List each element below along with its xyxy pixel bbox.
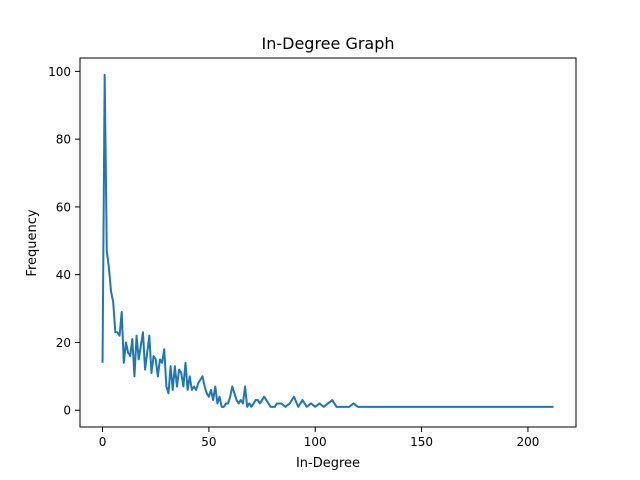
y-tick-label: 100	[48, 65, 71, 79]
y-tick-label: 40	[56, 268, 71, 282]
x-tick-label: 0	[99, 435, 107, 449]
x-tick-label: 200	[516, 435, 539, 449]
x-tick-label: 50	[201, 435, 216, 449]
y-axis-label: Frequency	[25, 209, 40, 276]
y-tick-label: 80	[56, 133, 71, 147]
x-axis-ticks: 0 50 100 150 200	[99, 427, 539, 449]
y-axis-ticks: 0 20 40 60 80 100	[48, 65, 80, 418]
y-tick-label: 20	[56, 336, 71, 350]
x-tick-label: 100	[304, 435, 327, 449]
x-axis-label: In-Degree	[296, 456, 360, 471]
series-line-in-degree-frequency	[101, 73, 554, 408]
y-tick-label: 60	[56, 200, 71, 214]
x-tick-label: 150	[410, 435, 433, 449]
chart-title: In-Degree Graph	[261, 34, 394, 53]
plot-area-frame	[79, 57, 577, 428]
y-tick-label: 0	[63, 404, 71, 418]
